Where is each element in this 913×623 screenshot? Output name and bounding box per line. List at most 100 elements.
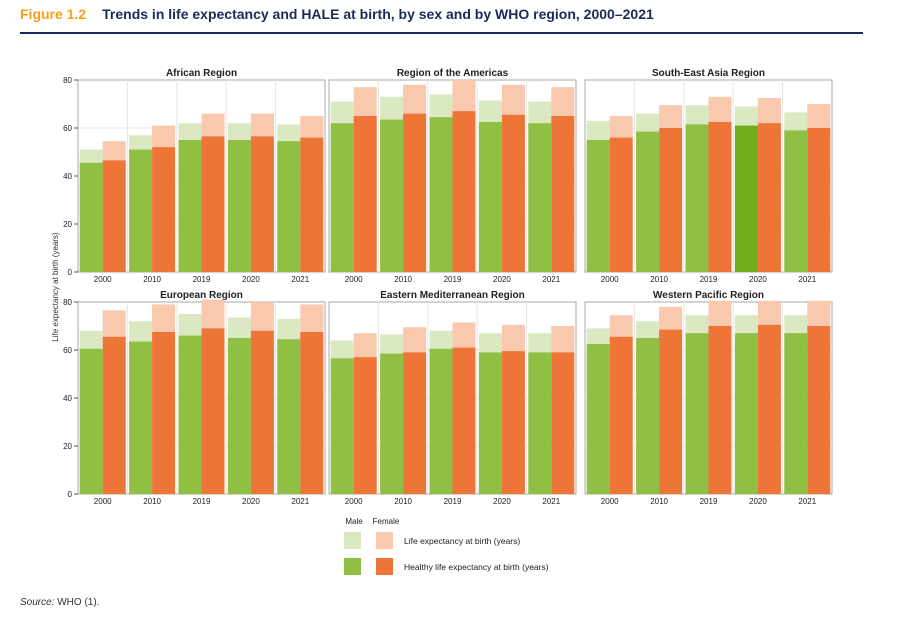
bar-female-hale [403, 113, 427, 272]
panel-title: Eastern Mediterranean Region [380, 290, 524, 301]
bar-female-hale [659, 128, 683, 272]
y-tick-label: 0 [68, 490, 73, 499]
x-tick-label: 2000 [601, 497, 619, 506]
y-axis-label: Life expectancy at birth (years) [51, 232, 60, 342]
x-tick-label: 2021 [798, 497, 816, 506]
legend-swatch-female-hale [376, 558, 393, 575]
bar-male-hale [429, 348, 453, 494]
bar-male-hale [784, 333, 808, 494]
x-tick-label: 2019 [700, 497, 718, 506]
bar-male-hale [178, 335, 202, 494]
y-tick-label: 60 [63, 346, 72, 355]
bar-male-hale [586, 140, 610, 272]
x-tick-label: 2021 [291, 497, 309, 506]
bar-female-hale [300, 332, 324, 494]
bar-female-hale [609, 336, 633, 494]
x-tick-label: 2000 [345, 275, 363, 284]
bar-female-hale [501, 114, 525, 272]
y-tick-label: 0 [68, 268, 73, 277]
panel-title: Western Pacific Region [653, 290, 764, 301]
bar-female-hale [807, 128, 831, 272]
bar-female-hale [353, 116, 377, 272]
x-tick-label: 2020 [493, 275, 511, 284]
bar-female-hale [201, 136, 225, 272]
source-prefix: Source: [20, 597, 55, 608]
bar-male-hale [586, 344, 610, 494]
x-tick-label: 2020 [749, 275, 767, 284]
bar-male-hale [79, 348, 103, 494]
y-tick-label: 60 [63, 124, 72, 133]
bar-female-hale [807, 326, 831, 494]
x-tick-label: 2020 [242, 275, 260, 284]
bar-female-hale [403, 352, 427, 494]
title-rule [20, 32, 863, 34]
bar-male-hale [129, 149, 153, 272]
bar-male-hale [380, 119, 404, 272]
bar-female-hale [201, 328, 225, 494]
bar-male-hale [528, 352, 552, 494]
legend-label-hale: Healthy life expectancy at birth (years) [404, 562, 549, 572]
bar-female-hale [102, 160, 126, 272]
x-tick-label: 2019 [444, 497, 462, 506]
legend-label-le: Life expectancy at birth (years) [404, 536, 520, 546]
x-tick-label: 2020 [749, 497, 767, 506]
bar-male-hale [429, 117, 453, 272]
bar-female-hale [250, 330, 274, 494]
bar-female-hale [452, 347, 476, 494]
bar-female-hale [152, 147, 176, 272]
bar-female-hale [757, 123, 781, 272]
legend-swatch-male-hale [344, 558, 361, 575]
x-tick-label: 2010 [143, 497, 161, 506]
bar-male-hale [734, 333, 758, 494]
y-tick-label: 20 [63, 220, 72, 229]
bar-female-hale [152, 332, 176, 494]
legend-female-header: Female [373, 517, 400, 526]
x-tick-label: 2021 [291, 275, 309, 284]
bar-male-hale [685, 333, 709, 494]
y-tick-label: 40 [63, 394, 72, 403]
x-tick-label: 2019 [444, 275, 462, 284]
x-tick-label: 2021 [542, 275, 560, 284]
bar-female-hale [353, 357, 377, 494]
panel-title: Region of the Americas [397, 68, 509, 79]
x-tick-label: 2019 [700, 275, 718, 284]
bar-male-hale [636, 338, 660, 494]
source-text: WHO (1). [54, 597, 100, 608]
x-tick-label: 2000 [94, 275, 112, 284]
x-tick-label: 2020 [493, 497, 511, 506]
bar-male-hale [636, 131, 660, 272]
bar-female-hale [551, 352, 575, 494]
bar-male-hale [685, 124, 709, 273]
bar-male-hale [227, 338, 251, 494]
bar-male-hale [478, 352, 502, 494]
bar-male-hale [330, 358, 354, 494]
bar-female-hale [757, 324, 781, 494]
bar-female-hale [300, 137, 324, 272]
bar-female-hale [102, 336, 126, 494]
bar-male-hale [784, 130, 808, 272]
panel-title: South-East Asia Region [652, 68, 765, 79]
bar-female-hale [551, 116, 575, 272]
legend-swatch-female-le [376, 532, 393, 549]
y-tick-label: 20 [63, 442, 72, 451]
bar-female-hale [501, 351, 525, 494]
x-tick-label: 2019 [193, 497, 211, 506]
legend-male-header: Male [345, 517, 363, 526]
x-tick-label: 2021 [798, 275, 816, 284]
x-tick-label: 2000 [94, 497, 112, 506]
x-tick-label: 2010 [394, 275, 412, 284]
figure-label: Figure 1.2 [20, 6, 87, 22]
bar-female-hale [452, 111, 476, 272]
bar-male-hale [79, 162, 103, 272]
bar-male-hale [528, 123, 552, 272]
bar-female-hale [708, 122, 732, 272]
x-tick-label: 2010 [394, 497, 412, 506]
figure-title-text: Trends in life expectancy and HALE at bi… [102, 6, 654, 22]
x-tick-label: 2000 [345, 497, 363, 506]
x-tick-label: 2010 [143, 275, 161, 284]
bar-male-hale [277, 339, 301, 494]
figure-title: Figure 1.2 Trends in life expectancy and … [20, 6, 654, 22]
bar-female-hale [659, 329, 683, 494]
bar-male-hale [227, 140, 251, 272]
